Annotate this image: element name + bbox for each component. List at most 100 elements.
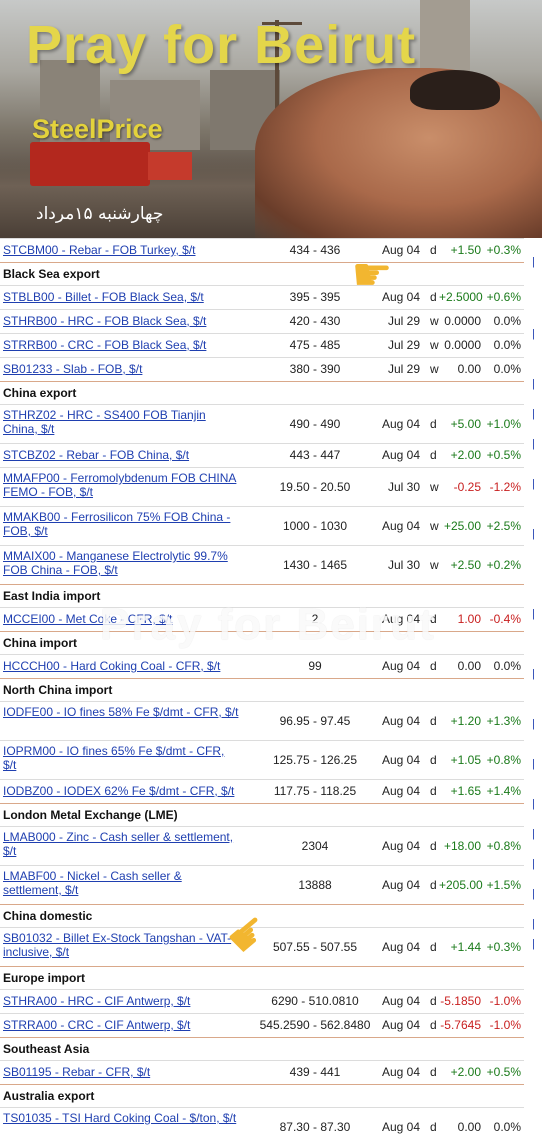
instrument-link[interactable]: LMABF00 - Nickel - Cash seller & settlem… — [3, 869, 182, 897]
right-edge-strip: | | | | | | | | | | | | | | | | | — [524, 238, 542, 1080]
assessment-period: d — [430, 659, 437, 673]
instrument-link[interactable]: STRRA00 - CRC - CIF Antwerp, $/t — [3, 1018, 191, 1032]
assessment-period: d — [430, 994, 437, 1008]
instrument-cell: STRRA00 - CRC - CIF Antwerp, $/t — [3, 1018, 241, 1032]
assessment-period: w — [430, 314, 439, 328]
instrument-link[interactable]: IOPRM00 - IO fines 65% Fe $/dmt - CFR, $… — [3, 744, 225, 772]
section-header: Black Sea export — [0, 262, 524, 285]
price-range: 439 - 441 — [289, 1065, 341, 1079]
table-row: SB01032 - Billet Ex-Stock Tangshan - VAT… — [0, 927, 524, 966]
assessment-period: w — [430, 338, 439, 352]
assessment-period: d — [430, 753, 437, 767]
percent-change: 0.0% — [493, 659, 521, 673]
instrument-cell: MCCEI00 - Met Coke - CFR, $/t — [3, 612, 241, 626]
assessment-date: Jul 30 — [387, 558, 420, 572]
instrument-cell: IODFE00 - IO fines 58% Fe $/dmt - CFR, $… — [3, 705, 241, 719]
price-change: +205.00 — [439, 878, 483, 892]
instrument-link[interactable]: IODFE00 - IO fines 58% Fe $/dmt - CFR, $… — [3, 705, 239, 719]
instrument-link[interactable]: IODBZ00 - IODEX 62% Fe $/dmt - CFR, $/t — [3, 784, 235, 798]
percent-change: +1.3% — [486, 714, 521, 728]
instrument-link[interactable]: STBLB00 - Billet - FOB Black Sea, $/t — [3, 290, 204, 304]
percent-change: +0.5% — [486, 448, 521, 462]
banner-date: چهارشنبه ۱۵مرداد — [36, 204, 164, 224]
price-range: 117.75 - 118.25 — [273, 784, 357, 798]
assessment-date: Aug 04 — [381, 1120, 420, 1134]
crane-shape — [262, 22, 302, 25]
instrument-link[interactable]: STRRB00 - CRC - FOB Black Sea, $/t — [3, 338, 207, 352]
instrument-cell: SB01195 - Rebar - CFR, $/t — [3, 1065, 241, 1079]
price-change: 0.00 — [457, 659, 481, 673]
instrument-cell: STHRZ02 - HRC - SS400 FOB Tianjin China,… — [3, 408, 241, 436]
section-header: Southeast Asia — [0, 1037, 524, 1060]
instrument-link[interactable]: LMAB000 - Zinc - Cash seller & settlemen… — [3, 830, 234, 858]
percent-change: +0.3% — [486, 243, 521, 257]
assessment-date: Aug 04 — [381, 417, 420, 431]
instrument-link[interactable]: SB01195 - Rebar - CFR, $/t — [3, 1065, 151, 1079]
instrument-link[interactable]: MMAKB00 - Ferrosilicon 75% FOB China - F… — [3, 510, 231, 538]
assessment-period: d — [430, 612, 437, 626]
cropped-link-fragment: | — [532, 608, 535, 620]
instrument-link[interactable]: SB01032 - Billet Ex-Stock Tangshan - VAT… — [3, 931, 232, 959]
price-range: 2304 — [301, 839, 329, 853]
instrument-cell: STHRA00 - HRC - CIF Antwerp, $/t — [3, 994, 241, 1008]
section-header: North China import — [0, 678, 524, 701]
table-row: STHRZ02 - HRC - SS400 FOB Tianjin China,… — [0, 404, 524, 443]
cropped-link-fragment: | — [532, 668, 535, 680]
instrument-link[interactable]: SB01233 - Slab - FOB, $/t — [3, 362, 143, 376]
instrument-cell: SB01032 - Billet Ex-Stock Tangshan - VAT… — [3, 931, 241, 959]
assessment-date: Aug 04 — [381, 1018, 420, 1032]
assessment-date: Aug 04 — [381, 994, 420, 1008]
price-change: +1.20 — [450, 714, 481, 728]
percent-change: -0.4% — [489, 612, 521, 626]
percent-change: -1.0% — [489, 994, 521, 1008]
instrument-link[interactable]: STHRZ02 - HRC - SS400 FOB Tianjin China,… — [3, 408, 206, 436]
instrument-link[interactable]: HCCCH00 - Hard Coking Coal - CFR, $/t — [3, 659, 221, 673]
price-change: 0.00 — [457, 1120, 481, 1134]
assessment-date: Aug 04 — [381, 753, 420, 767]
assessment-period: d — [430, 839, 437, 853]
table-row: STBLB00 - Billet - FOB Black Sea, $/t 395… — [0, 285, 524, 309]
instrument-cell: STCBZ02 - Rebar - FOB China, $/t — [3, 448, 241, 462]
instrument-link[interactable]: MMAIX00 - Manganese Electrolytic 99.7% F… — [3, 549, 228, 577]
cropped-link-fragment: | — [532, 378, 535, 390]
fire-truck-cab-shape — [148, 152, 192, 180]
instrument-link[interactable]: MCCEI00 - Met Coke - CFR, $/t — [3, 612, 173, 626]
instrument-link[interactable]: STHRA00 - HRC - CIF Antwerp, $/t — [3, 994, 191, 1008]
assessment-period: d — [430, 243, 437, 257]
instrument-link[interactable]: TS01035 - TSI Hard Coking Coal - $/ton, … — [3, 1111, 237, 1125]
price-change: +2.50 — [450, 558, 481, 572]
instrument-cell: STHRB00 - HRC - FOB Black Sea, $/t — [3, 314, 241, 328]
cropped-link-fragment: | — [532, 528, 535, 540]
banner-image: Pray for Beirut SteelPrice چهارشنبه ۱۵مر… — [0, 0, 542, 238]
instrument-cell: IOPRM00 - IO fines 65% Fe $/dmt - CFR, $… — [3, 744, 241, 772]
price-change: -5.7645 — [440, 1018, 481, 1032]
price-change: 0.00 — [457, 362, 481, 376]
instrument-cell: STBLB00 - Billet - FOB Black Sea, $/t — [3, 290, 241, 304]
instrument-link[interactable]: MMAFP00 - Ferromolybdenum FOB CHINA FEMO… — [3, 471, 237, 499]
assessment-date: Aug 04 — [381, 839, 420, 853]
percent-change: 0.0% — [493, 362, 521, 376]
instrument-cell: MMAKB00 - Ferrosilicon 75% FOB China - F… — [3, 510, 241, 538]
instrument-cell: STRRB00 - CRC - FOB Black Sea, $/t — [3, 338, 241, 352]
price-range: 443 - 447 — [289, 448, 341, 462]
banner-title: Pray for Beirut — [26, 15, 417, 75]
percent-change: +0.8% — [486, 753, 521, 767]
price-change: +2.5000 — [439, 290, 483, 304]
price-range: 490 - 490 — [289, 417, 341, 431]
instrument-cell: TS01035 - TSI Hard Coking Coal - $/ton, … — [3, 1111, 241, 1125]
percent-change: -1.2% — [489, 480, 521, 494]
assessment-period: w — [430, 558, 439, 572]
table-row: LMABF00 - Nickel - Cash seller & settlem… — [0, 865, 524, 904]
percent-change: +2.5% — [486, 519, 521, 533]
table-row: STHRA00 - HRC - CIF Antwerp, $/t 6290 - 5… — [0, 989, 524, 1013]
percent-change: +1.0% — [486, 417, 521, 431]
assessment-date: Aug 04 — [381, 940, 420, 954]
price-range: 19.50 - 20.50 — [279, 480, 351, 494]
instrument-link[interactable]: STHRB00 - HRC - FOB Black Sea, $/t — [3, 314, 207, 328]
instrument-link[interactable]: STCBZ02 - Rebar - FOB China, $/t — [3, 448, 190, 462]
cropped-link-fragment: | — [532, 858, 535, 870]
price-change: +2.00 — [450, 448, 481, 462]
assessment-date: Jul 29 — [387, 338, 420, 352]
instrument-link[interactable]: STCBM00 - Rebar - FOB Turkey, $/t — [3, 243, 196, 257]
person-hair-shape — [410, 70, 500, 110]
